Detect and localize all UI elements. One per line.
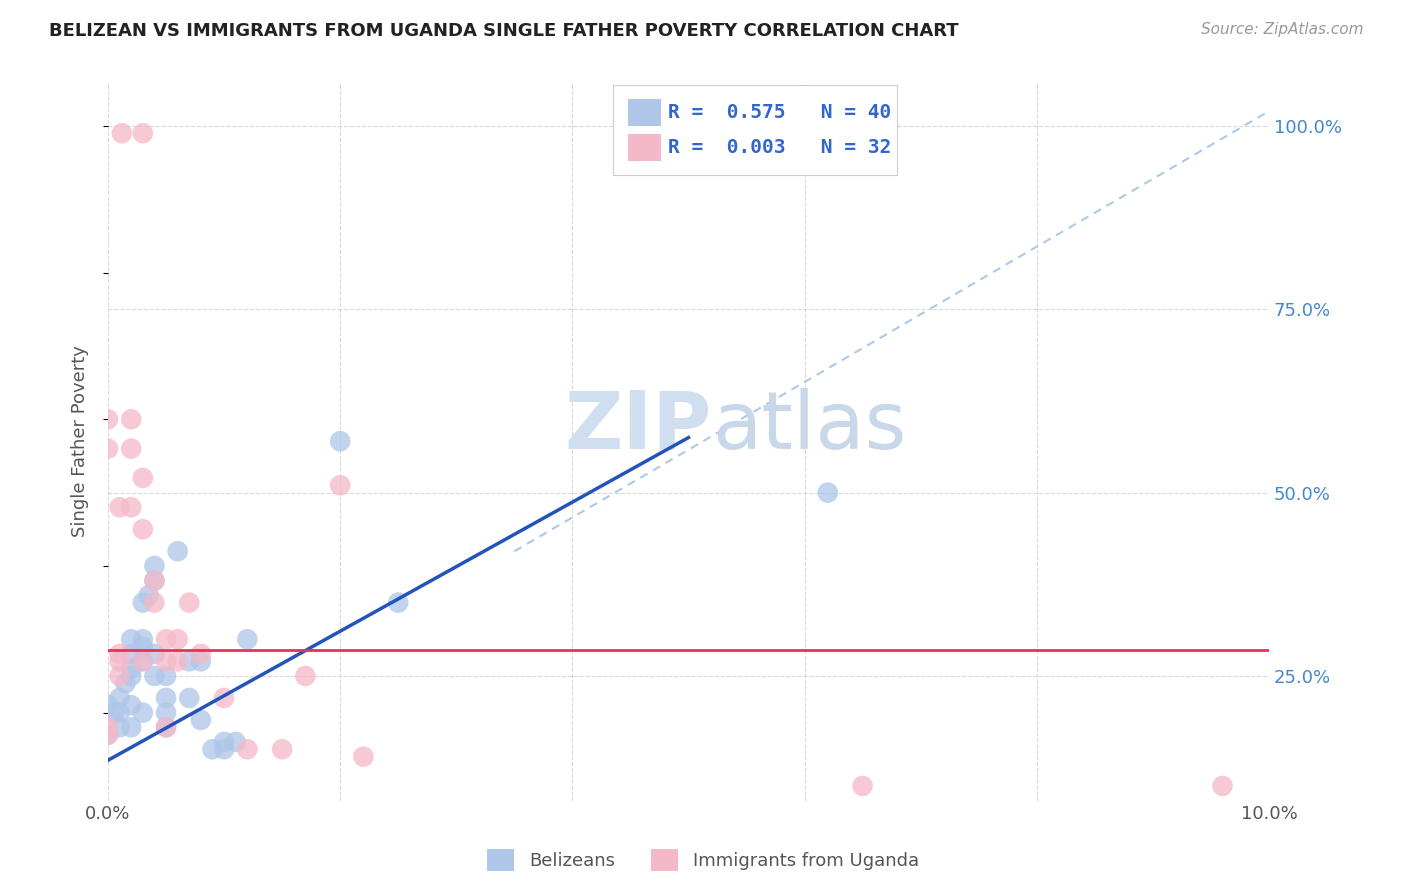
Point [155, 706, 177, 720]
Point [212, 742, 235, 756]
Point [201, 742, 224, 756]
Point [132, 706, 155, 720]
Point [114, 676, 136, 690]
Point [179, 654, 201, 668]
Point [271, 742, 294, 756]
Point [155, 690, 177, 705]
Point [120, 662, 142, 676]
Point [143, 596, 166, 610]
Point [143, 647, 166, 661]
Point [166, 654, 188, 668]
Point [97, 728, 120, 742]
Point [132, 654, 155, 668]
Point [120, 647, 142, 661]
Point [132, 522, 155, 536]
Point [190, 713, 212, 727]
Y-axis label: Single Father Poverty: Single Father Poverty [72, 345, 89, 537]
Point [111, 126, 134, 140]
Point [329, 478, 352, 492]
Point [179, 596, 201, 610]
Point [120, 720, 142, 734]
Point [190, 647, 212, 661]
Text: R =  0.575   N = 40: R = 0.575 N = 40 [668, 103, 891, 122]
Point [212, 735, 235, 749]
Legend: Belizeans, Immigrants from Uganda: Belizeans, Immigrants from Uganda [479, 842, 927, 879]
Point [143, 574, 166, 588]
Point [108, 500, 131, 515]
Point [352, 749, 374, 764]
Point [120, 442, 142, 456]
Point [190, 654, 212, 668]
Point [155, 669, 177, 683]
Point [132, 596, 155, 610]
Point [120, 412, 142, 426]
Point [108, 720, 131, 734]
Text: ZIP: ZIP [564, 388, 711, 466]
Point [236, 742, 259, 756]
Point [120, 698, 142, 713]
Point [97, 412, 120, 426]
Point [132, 471, 155, 485]
Point [143, 574, 166, 588]
Point [108, 647, 131, 661]
Point [108, 706, 131, 720]
Point [132, 654, 155, 668]
Point [179, 690, 201, 705]
Point [97, 728, 120, 742]
Point [817, 485, 839, 500]
Point [155, 720, 177, 734]
Point [108, 654, 131, 668]
Bar [628, 134, 661, 161]
Point [132, 640, 155, 654]
Point [97, 442, 120, 456]
Point [132, 126, 155, 140]
Bar [628, 99, 661, 127]
Point [138, 588, 160, 602]
Point [108, 669, 131, 683]
Point [166, 632, 188, 647]
Point [225, 735, 247, 749]
Text: atlas: atlas [711, 388, 905, 466]
Point [212, 690, 235, 705]
Point [294, 669, 316, 683]
Point [120, 669, 142, 683]
Point [236, 632, 259, 647]
Text: Source: ZipAtlas.com: Source: ZipAtlas.com [1201, 22, 1364, 37]
Point [97, 720, 120, 734]
Text: BELIZEAN VS IMMIGRANTS FROM UGANDA SINGLE FATHER POVERTY CORRELATION CHART: BELIZEAN VS IMMIGRANTS FROM UGANDA SINGL… [49, 22, 959, 40]
Text: R =  0.003   N = 32: R = 0.003 N = 32 [668, 137, 891, 157]
Point [166, 544, 188, 558]
Point [1211, 779, 1233, 793]
Point [155, 654, 177, 668]
Point [329, 434, 352, 449]
Point [103, 706, 125, 720]
Point [155, 632, 177, 647]
Point [143, 669, 166, 683]
Point [852, 779, 875, 793]
Point [155, 720, 177, 734]
Point [132, 632, 155, 647]
Point [97, 698, 120, 713]
Point [108, 690, 131, 705]
FancyBboxPatch shape [613, 86, 897, 176]
Point [387, 596, 409, 610]
Point [143, 558, 166, 573]
Point [120, 500, 142, 515]
Point [120, 632, 142, 647]
